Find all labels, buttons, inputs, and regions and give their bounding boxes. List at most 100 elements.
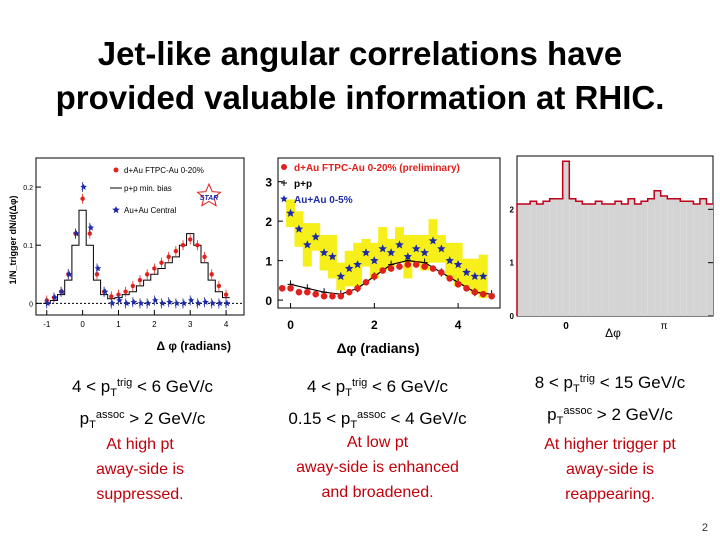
plot3-bar <box>562 161 570 316</box>
plot2-dau-point <box>412 261 420 268</box>
plot3-bar <box>673 198 681 316</box>
plot2-legend-auau: Au+Au 0-5% <box>294 195 353 206</box>
plot2-auau-point <box>386 248 396 257</box>
plot2-dau-point <box>337 292 345 300</box>
plot2-legend-auau-marker <box>280 195 288 203</box>
note-1-line-1: At high pt <box>106 436 174 453</box>
caption-2: 4 < pTtrig < 6 GeV/c 0.15 < pTassoc < 4 … <box>265 372 490 436</box>
plot1-auau-point <box>180 299 188 307</box>
plot1-dau-point <box>180 243 186 248</box>
plot2-dau-point <box>287 284 294 292</box>
plot1-dau-point <box>202 254 207 260</box>
plot2-auau-point <box>286 208 295 217</box>
caption-2-line-1: 4 < pTtrig < 6 GeV/c <box>306 377 449 399</box>
plot2-dau-point <box>345 288 353 296</box>
title-line-2: provided valuable information at RHIC. <box>55 79 665 116</box>
plot1-dau-point <box>130 283 136 289</box>
plot2-legend-dau: d+Au FTPC-Au 0-20% (preliminary) <box>294 163 460 174</box>
plot1-auau-point <box>202 298 209 305</box>
plot2-auau-point <box>370 256 379 265</box>
plot1-dau-point <box>80 196 85 201</box>
plot2-auau-point <box>294 224 304 233</box>
plot1-dau-point <box>116 292 121 297</box>
plot1-auau-point <box>87 224 95 231</box>
plot3-bar <box>680 201 687 316</box>
plot2-dau-point <box>396 263 403 270</box>
plot1-x-tick-label: 2 <box>152 320 157 329</box>
plot1-auau-point <box>144 299 152 307</box>
note-1: At high pt away-side is suppressed. <box>40 432 240 507</box>
plot2-dau-point <box>295 288 303 296</box>
caption-3-line-2: pTassoc > 2 GeV/c <box>547 405 673 427</box>
note-3: At higher trigger pt away-side is reappe… <box>510 432 710 507</box>
plot2-x-tick-label: 0 <box>287 318 294 332</box>
plot1-auau-point <box>187 297 195 304</box>
plot1-logo-text: STAR <box>200 195 219 202</box>
plot2-dau-point <box>438 269 445 276</box>
plot3-bar <box>549 198 557 316</box>
plot2-x-tick-label: 2 <box>371 318 378 332</box>
plot3-bar <box>536 204 544 316</box>
plot2-dau-point <box>304 288 311 296</box>
plot3-y-tick-label: 1 <box>510 259 515 268</box>
plot1-y-tick-label: 0.2 <box>23 185 33 192</box>
plot2-auau-point <box>411 244 421 253</box>
plot1-x-tick-label: 4 <box>224 320 229 329</box>
plot3-bar <box>706 204 713 316</box>
plot1-dau-point <box>188 237 193 242</box>
plot3-bar <box>595 201 602 316</box>
slide-title: Jet-like angular correlations have provi… <box>0 32 720 120</box>
caption-1: 4 < pTtrig < 6 GeV/c pTassoc > 2 GeV/c <box>30 372 255 436</box>
plot2-auau-point <box>344 264 354 273</box>
plot2-dau-point <box>320 292 328 300</box>
plot2-dau-point <box>404 261 412 268</box>
caption-2-line-2: 0.15 < pTassoc < 4 GeV/c <box>288 409 467 431</box>
plot1-legend-dau: d+Au FTPC-Au 0-20% <box>124 166 204 175</box>
plot1-y-label: 1/N_trigger dN/d(Δφ) <box>8 196 18 285</box>
plot1-auau-point <box>123 299 130 307</box>
plot1-auau-point <box>51 294 59 301</box>
plot1-x-label: Δ φ (radians) <box>156 339 231 353</box>
plot2-dau-point <box>362 279 370 286</box>
note-1-line-2: away-side is <box>95 461 185 478</box>
plot2-dau-point <box>278 284 286 292</box>
plot3-bar <box>699 198 707 316</box>
plot3-bar <box>582 204 589 316</box>
plot1-auau-point <box>195 299 202 307</box>
plot1-legend-dau-marker <box>113 167 119 173</box>
plot2-dau-point <box>354 284 361 292</box>
plot1-dau-point <box>159 260 164 265</box>
plot2-dau-point <box>488 292 495 300</box>
plot2-auau-point <box>361 248 371 257</box>
plot1-auau-point <box>80 183 87 190</box>
plot3-y-tick-label: 2 <box>510 205 515 214</box>
plot1-auau-point <box>209 299 217 307</box>
plot1-dau-point <box>144 272 150 277</box>
plot2-auau-point <box>479 271 488 281</box>
note-1-line-3: suppressed. <box>96 486 184 503</box>
note-2-line-3: and broadened. <box>321 484 434 501</box>
plot2-y-tick-label: 1 <box>265 255 272 269</box>
plot3-bar <box>543 201 550 316</box>
title-line-1: Jet-like angular correlations have <box>97 35 623 72</box>
plot2-auau-point <box>303 240 312 249</box>
plot2-dau-point <box>329 292 336 300</box>
plot3-bar <box>641 201 648 316</box>
plot2-auau-point <box>420 248 429 257</box>
plot1-dau-point <box>109 294 114 299</box>
plot1-legend-auau: Au+Au Central <box>124 206 176 215</box>
plot3-bar <box>628 198 635 316</box>
plot3-bar <box>575 201 583 316</box>
plot3-bar <box>608 204 615 316</box>
plot2-y-tick-label: 0 <box>265 294 272 308</box>
plot1-x-tick-label: -1 <box>43 320 51 329</box>
plot2-auau-point <box>353 260 362 269</box>
plot3-bar <box>693 204 700 316</box>
plot1-legend-auau-marker <box>112 206 120 214</box>
plot2-auau-point <box>311 232 320 241</box>
plot2-legend-pp: p+p <box>294 179 312 190</box>
plot1-dau-point <box>223 292 229 297</box>
caption-3-line-1: 8 < pTtrig < 15 GeV/c <box>534 373 686 395</box>
plot1-dau-point <box>152 266 157 271</box>
plot-dau-ftpc-correlation: 0 1 2 3 0 2 4 Δφ (radians) d+Au FTPC-Au 0-20% (p… <box>265 157 501 356</box>
